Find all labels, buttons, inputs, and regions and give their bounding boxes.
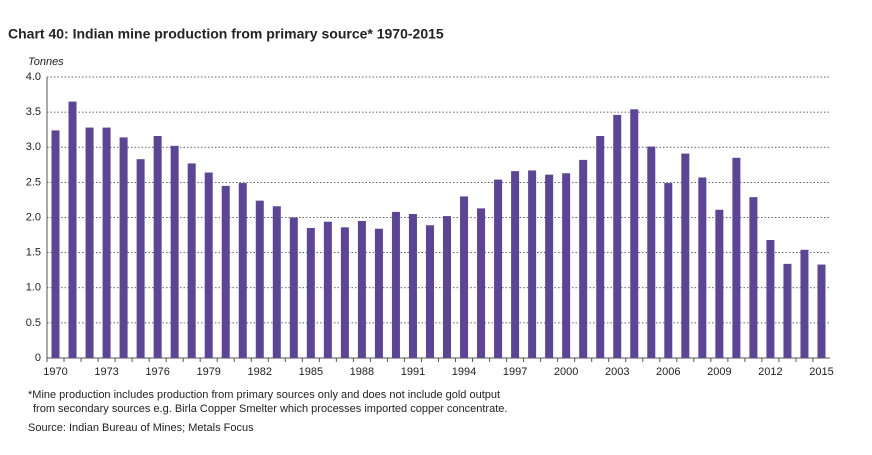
x-tick-label: 1970 bbox=[43, 366, 67, 378]
bar bbox=[68, 101, 77, 359]
bar bbox=[443, 216, 452, 358]
x-tick-label: 1976 bbox=[145, 366, 169, 378]
bar bbox=[289, 217, 298, 358]
y-tick-label: 1.5 bbox=[26, 247, 41, 259]
bar bbox=[136, 159, 145, 358]
y-tick-label: 0.5 bbox=[26, 317, 41, 329]
bar bbox=[494, 179, 503, 358]
bar bbox=[238, 183, 247, 358]
bar bbox=[374, 228, 383, 358]
bar bbox=[511, 171, 520, 358]
x-tick-label: 1979 bbox=[196, 366, 220, 378]
bar bbox=[323, 221, 332, 358]
bar bbox=[357, 221, 366, 358]
x-tick-label: 1991 bbox=[401, 366, 425, 378]
bar bbox=[119, 137, 128, 358]
x-tick-label: 1994 bbox=[452, 366, 476, 378]
bar bbox=[255, 200, 264, 358]
bar bbox=[425, 225, 434, 358]
y-tick-label: 2.0 bbox=[26, 211, 41, 223]
note: *Mine production includes production fro… bbox=[28, 389, 500, 401]
bar bbox=[528, 170, 537, 358]
y-tick-label: 3.0 bbox=[26, 141, 41, 153]
bar bbox=[545, 174, 554, 358]
bar bbox=[562, 173, 571, 358]
bar bbox=[187, 163, 196, 358]
bar bbox=[800, 249, 809, 358]
bar bbox=[749, 197, 758, 358]
bar bbox=[391, 211, 400, 358]
bar bbox=[85, 127, 94, 358]
bar bbox=[698, 177, 707, 358]
bar bbox=[766, 239, 775, 358]
bar bbox=[681, 153, 690, 358]
y-tick-label: 4.0 bbox=[26, 71, 41, 83]
y-tick-label: 1.0 bbox=[26, 282, 41, 294]
x-tick-label: 2015 bbox=[809, 366, 833, 378]
bar bbox=[204, 172, 213, 358]
bar bbox=[630, 109, 639, 358]
chart-title: Chart 40: Indian mine production from pr… bbox=[8, 26, 444, 42]
x-tick-label: 2003 bbox=[605, 366, 629, 378]
bar bbox=[783, 263, 792, 358]
x-tick-label: 1973 bbox=[94, 366, 118, 378]
bar bbox=[817, 264, 826, 358]
bar bbox=[579, 159, 588, 358]
y-tick-label: 2.5 bbox=[26, 176, 41, 188]
x-tick-label: 2006 bbox=[656, 366, 680, 378]
y-axis-label: Tonnes bbox=[28, 56, 64, 68]
bar bbox=[221, 185, 230, 358]
source: Source: Indian Bureau of Mines; Metals F… bbox=[28, 422, 254, 434]
x-tick-label: 2012 bbox=[758, 366, 782, 378]
bar bbox=[340, 227, 349, 358]
bar bbox=[408, 213, 417, 358]
bar bbox=[732, 157, 741, 358]
x-tick-label: 1988 bbox=[350, 366, 374, 378]
y-tick-label: 3.5 bbox=[26, 106, 41, 118]
bar bbox=[170, 145, 179, 358]
bar bbox=[477, 208, 486, 358]
bar bbox=[664, 183, 673, 358]
bar bbox=[715, 209, 724, 358]
x-tick-label: 2000 bbox=[554, 366, 578, 378]
x-tick-label: 2009 bbox=[707, 366, 731, 378]
x-tick-label: 1997 bbox=[503, 366, 527, 378]
bar bbox=[306, 228, 315, 358]
bar bbox=[153, 136, 162, 358]
y-tick-label: 0 bbox=[35, 352, 41, 364]
bar bbox=[102, 127, 111, 358]
x-tick-label: 1982 bbox=[248, 366, 272, 378]
bar bbox=[51, 130, 60, 358]
bar bbox=[596, 136, 605, 358]
bar bbox=[613, 114, 622, 358]
x-tick-label: 1985 bbox=[299, 366, 323, 378]
bar bbox=[647, 146, 656, 358]
bar bbox=[272, 206, 281, 358]
note: from secondary sources e.g. Birla Copper… bbox=[33, 403, 507, 415]
bar bbox=[460, 196, 469, 358]
